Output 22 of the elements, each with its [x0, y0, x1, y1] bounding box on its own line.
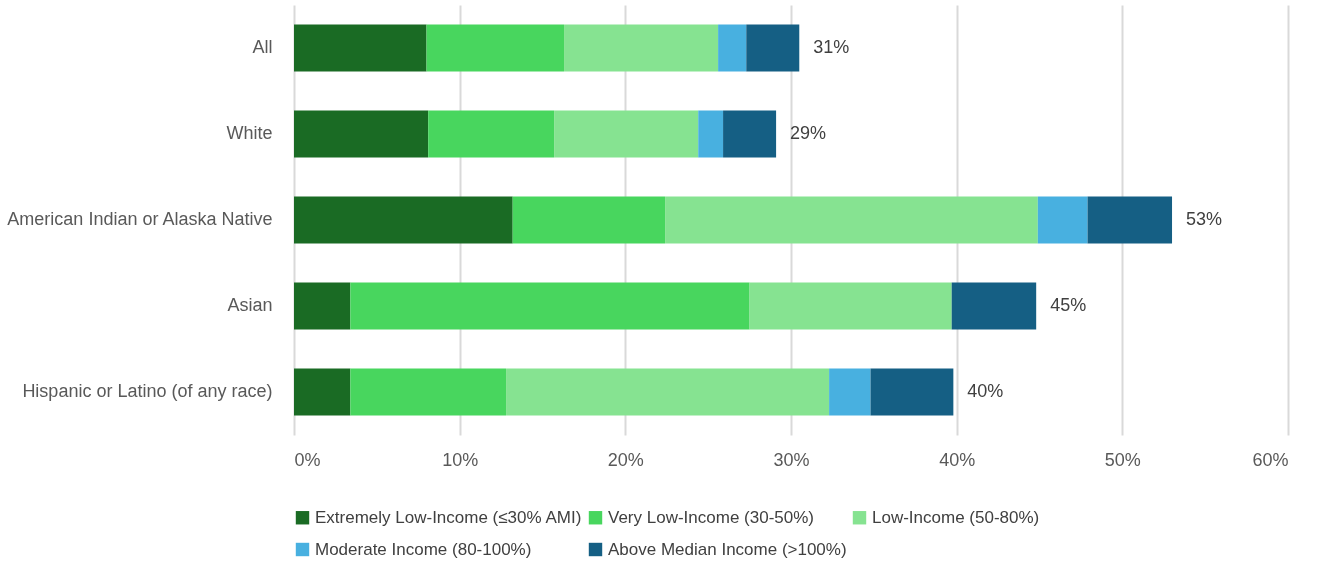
total-label: 53%	[1186, 209, 1223, 229]
y-tick-label: White	[226, 123, 273, 143]
x-tick-label: 0%	[294, 449, 321, 470]
legend-label: Low-Income (50-80%)	[872, 507, 1040, 527]
legend-label: Moderate Income (80-100%)	[315, 539, 532, 559]
x-tick-label: 50%	[1104, 449, 1141, 470]
x-tick-label: 30%	[773, 449, 810, 470]
legend-label: Very Low-Income (30-50%)	[608, 507, 814, 527]
x-tick-label: 60%	[1252, 449, 1289, 470]
total-label: 45%	[1050, 295, 1087, 315]
x-tick-label: 40%	[939, 449, 976, 470]
x-tick-label: 20%	[607, 449, 644, 470]
total-label: 29%	[790, 123, 827, 143]
y-tick-label: Asian	[227, 295, 273, 315]
total-label: 31%	[813, 37, 850, 57]
y-tick-label: Hispanic or Latino (of any race)	[22, 381, 273, 401]
legend-label: Above Median Income (>100%)	[608, 539, 847, 559]
total-label: 40%	[967, 381, 1004, 401]
x-tick-label: 10%	[442, 449, 479, 470]
legend-label: Extremely Low-Income (≤30% AMI)	[315, 507, 582, 527]
y-tick-label: All	[252, 37, 273, 57]
y-tick-label: American Indian or Alaska Native	[7, 209, 273, 229]
